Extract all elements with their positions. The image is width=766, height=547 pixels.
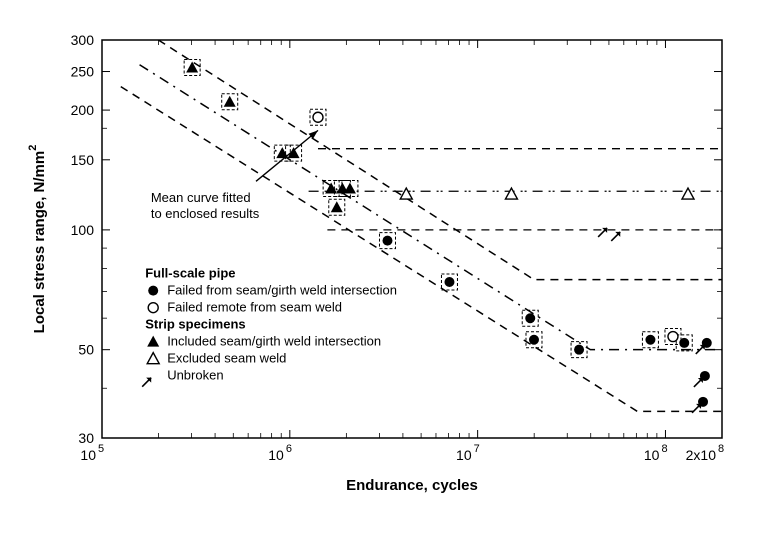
legend-group-title: Strip specimens [145,317,245,332]
legend-item-label: Failed from seam/girth weld intersection [167,283,397,298]
annotation-line2: to enclosed results [151,206,260,221]
marker-filled-triangle [288,147,300,158]
marker-open-triangle [147,353,159,364]
y-tick-label: 30 [78,430,94,446]
y-axis-label: Local stress range, N/mm2 [27,145,48,334]
legend-item-label: Failed remote from seam weld [167,300,342,315]
annotation-line1: Mean curve fitted [151,190,251,205]
marker-filled-circle [382,236,392,246]
marker-filled-circle [574,345,584,355]
marker-filled-circle [148,286,158,296]
x-tick-label: 106 [268,443,292,463]
marker-filled-circle [645,335,655,345]
legend-item-label: Included seam/girth weld intersection [167,334,381,349]
y-tick-label: 300 [71,32,95,48]
y-tick-label: 50 [78,342,94,358]
marker-open-triangle [682,188,694,199]
svg-text:5: 5 [98,443,104,455]
x-tick-label: 2x108 [686,443,724,463]
marker-open-triangle [505,188,517,199]
legend-item-label: Unbroken [167,368,223,383]
x-tick-label: 107 [456,443,480,463]
marker-open-circle [148,303,158,313]
y-tick-label: 200 [71,102,95,118]
x-tick-label: 105 [80,443,104,463]
svg-text:8: 8 [661,443,667,455]
y-tick-label: 250 [71,64,95,80]
x-axis-label: Endurance, cycles [346,477,478,494]
legend-group-title: Full-scale pipe [145,266,235,281]
y-tick-label: 150 [71,152,95,168]
annotation-arrow [256,130,318,181]
marker-filled-circle [444,277,454,287]
svg-text:10: 10 [644,447,660,463]
legend-item-label: Excluded seam weld [167,351,286,366]
marker-filled-triangle [224,96,236,107]
marker-filled-triangle [344,182,356,193]
marker-filled-circle [525,313,535,323]
marker-filled-triangle [147,336,159,347]
marker-open-circle [668,332,678,342]
svg-text:6: 6 [286,443,292,455]
svg-text:10: 10 [268,447,284,463]
svg-text:10: 10 [80,447,96,463]
marker-filled-triangle [186,62,198,73]
svg-text:2x10: 2x10 [686,447,717,463]
marker-filled-triangle [331,201,343,212]
svg-text:10: 10 [456,447,472,463]
x-tick-label: 108 [644,443,668,463]
marker-filled-triangle [325,182,337,193]
svg-text:7: 7 [474,443,480,455]
upper-bound-curve [158,40,722,280]
y-tick-label: 100 [71,222,95,238]
marker-open-circle [313,112,323,122]
marker-filled-circle [529,335,539,345]
marker-open-triangle [400,188,412,199]
svg-text:8: 8 [718,443,724,455]
